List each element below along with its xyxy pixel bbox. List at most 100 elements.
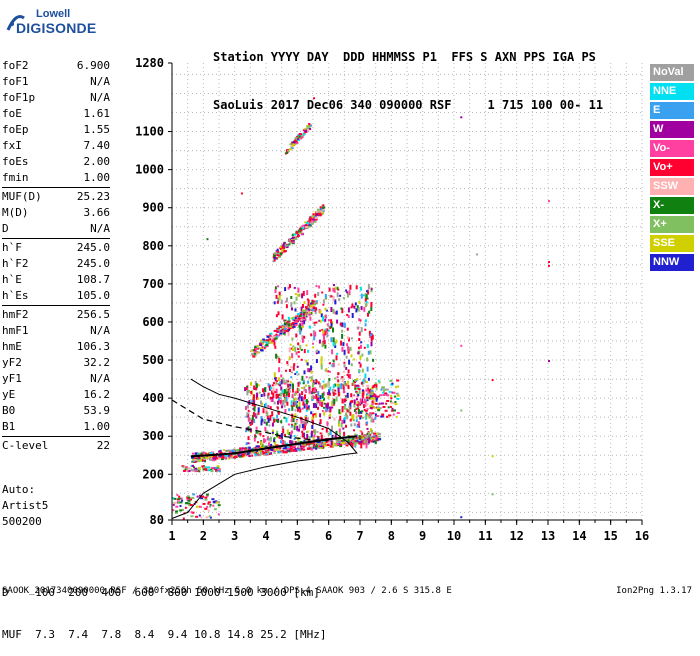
echo-point [288,408,291,412]
echo-point [248,389,250,393]
echo-point [284,398,287,401]
echo-point [337,379,340,383]
echo-point [345,424,347,428]
echo-point [335,310,338,315]
param-name: foEs [2,155,29,168]
echo-point [311,215,315,218]
echo-point [293,446,296,449]
echo-point [374,416,377,420]
echo-point [193,468,196,471]
echo-point [337,387,340,393]
echo-point [380,388,383,391]
echo-point [363,434,366,437]
echo-point [305,315,308,318]
echo-point [277,311,280,316]
echo-point [294,137,298,140]
echo-point [349,418,352,422]
echo-point [361,353,364,357]
echo-point [323,335,325,341]
echo-point [253,394,255,399]
echo-point [322,380,325,383]
echo-point [352,414,355,420]
echo-point [319,419,322,425]
echo-point [297,287,300,293]
echo-point [279,381,282,387]
echo-point [360,306,363,311]
param-row: hmE 106.3 [2,339,110,355]
echo-point [255,430,258,434]
echo-point [370,288,373,291]
echo-point [292,426,295,429]
echo-point [306,439,309,442]
echo-point [342,388,345,394]
echo-point [228,457,231,460]
echo-point [323,411,326,416]
echo-point [191,452,195,455]
echo-point [252,349,255,352]
echo-point [395,415,398,418]
echo-point [283,323,286,326]
echo-point [274,449,278,451]
echo-point [175,510,179,513]
x-tick-label: 11 [478,529,492,543]
echo-point [359,410,362,414]
echo-point [311,216,314,219]
echo-point [303,301,306,305]
echo-point [308,219,312,222]
echo-point [315,444,318,447]
echo-point [292,365,295,371]
echo-point [207,469,211,472]
echo-point [315,308,318,311]
echo-point [194,470,197,473]
echo-point [370,336,373,342]
echo-point [343,404,346,410]
echo-point [271,422,274,427]
echo-point [265,453,269,455]
echo-point [304,221,308,224]
echo-point [342,342,345,347]
echo-point [319,382,322,388]
echo-point [180,497,183,500]
echo-point [244,387,247,392]
echo-point [305,402,308,408]
echo-point [326,444,330,447]
echo-point [287,423,290,426]
param-value: N/A [90,75,110,88]
echo-point [295,296,298,301]
echo-point [250,452,253,455]
echo-point [308,445,311,447]
echo-point [282,326,284,329]
echo-point [251,448,254,451]
echo-point [335,430,338,435]
echo-point [251,402,254,407]
echo-point [298,424,301,429]
echo-point [374,394,377,400]
echo-point [269,336,272,339]
echo-point [317,441,321,444]
echo-point [310,432,313,438]
echo-point [269,415,272,421]
echo-point [328,389,331,395]
echo-point [366,421,369,425]
echo-point [284,319,287,322]
echo-point [349,400,352,404]
echo-point [308,224,312,227]
echo-point [276,250,279,253]
echo-point [308,123,311,126]
echo-point [305,443,308,446]
echo-point [279,384,282,387]
echo-point [370,389,374,392]
header-values: SaoLuis 2017 Dec06 340 090000 RSF 1 715 … [213,98,604,112]
echo-point [229,451,232,453]
echo-point [281,246,285,249]
echo-point [370,341,373,347]
echo-point [245,415,248,418]
echo-point [311,303,315,306]
echo-point [317,213,320,215]
echo-point [382,394,386,396]
echo-point [303,440,306,443]
echo-point [338,383,341,389]
echo-point [288,392,290,398]
echo-point [370,440,374,443]
echo-point [297,397,300,400]
